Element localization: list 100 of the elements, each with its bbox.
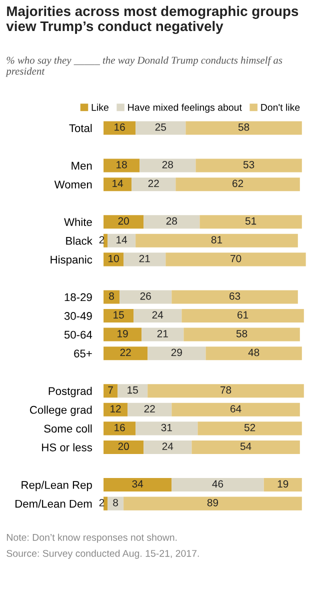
data-label: 26: [140, 292, 151, 300]
data-label: 20: [118, 442, 129, 450]
bar: [104, 422, 136, 436]
data-label: 28: [162, 160, 173, 168]
data-label: 58: [238, 123, 250, 131]
bar: [134, 309, 182, 323]
y-tick-label: Postgrad: [48, 386, 92, 398]
bar: [136, 234, 298, 248]
data-label: 34: [132, 480, 144, 488]
chart-subtitle: % who say they _____ the way Donald Trump conducts himself as president: [6, 56, 282, 77]
y-tick-label: Some coll: [44, 424, 92, 433]
data-label: 21: [139, 254, 150, 262]
bar: [104, 440, 144, 454]
data-label: 12: [110, 405, 121, 412]
data-label: 22: [148, 180, 159, 188]
data-label: 51: [245, 217, 256, 225]
y-tick-label: College grad: [30, 406, 92, 416]
bar: [186, 121, 302, 135]
data-label: 8: [113, 498, 118, 506]
data-label: 53: [243, 160, 254, 168]
bar: [182, 309, 304, 323]
data-label: 64: [230, 405, 242, 412]
data-label: 14: [116, 236, 128, 244]
y-tick-label: Hispanic: [50, 255, 92, 266]
y-tick-label: 18-29: [64, 293, 92, 302]
bar: [206, 346, 302, 360]
y-tick-label: Rep/Lean Rep: [22, 480, 92, 492]
data-label: 18: [116, 160, 127, 168]
bar: [176, 178, 300, 192]
data-label: 63: [230, 292, 240, 300]
bar: [120, 290, 172, 304]
data-label: 48: [248, 348, 260, 356]
bar: [136, 121, 186, 135]
bar: [140, 158, 196, 172]
data-label: 29: [171, 348, 182, 356]
bar: [184, 328, 300, 342]
data-label: 14: [112, 180, 124, 188]
bar: [108, 496, 124, 510]
data-label: 20: [118, 217, 129, 225]
y-tick-label: 65+: [74, 350, 92, 358]
data-label: 21: [157, 330, 168, 338]
bar: [104, 215, 144, 229]
data-label: 19: [118, 330, 128, 338]
bar: [148, 346, 206, 360]
bar: [172, 402, 300, 416]
bar: [166, 252, 306, 266]
data-label: 25: [155, 123, 166, 131]
bar: [172, 290, 298, 304]
legend-label: Don't like: [261, 104, 300, 111]
data-label: 16: [114, 123, 125, 131]
y-tick-label: White: [64, 218, 92, 226]
bar: [104, 346, 148, 360]
bar: [264, 478, 302, 492]
data-label: 62: [232, 180, 244, 188]
bar: [104, 478, 172, 492]
data-label: 22: [144, 405, 155, 412]
data-label: 58: [236, 330, 248, 338]
y-tick-label: Men: [72, 162, 92, 170]
data-label: 70: [230, 254, 242, 262]
data-label: 52: [244, 424, 256, 432]
data-label: 81: [211, 236, 222, 244]
data-label: 19: [278, 480, 288, 488]
data-label: 15: [114, 311, 124, 319]
source-note: Source: Survey conducted Aug. 15-21, 2017.: [6, 550, 199, 559]
bar: [104, 178, 132, 192]
y-tick-label: Total: [69, 124, 92, 132]
bar: [142, 328, 184, 342]
bar: [136, 422, 198, 436]
y-tick-label: HS or less: [42, 443, 92, 452]
bar: [144, 440, 192, 454]
data-label: 10: [108, 254, 119, 262]
data-label: 22: [120, 348, 131, 356]
bar: [104, 328, 142, 342]
bar: [148, 384, 304, 398]
bar: [104, 290, 120, 304]
data-label: 24: [152, 311, 164, 318]
chart-title: Majorities across most demographic groups view Trump’s conduct negatively: [6, 6, 298, 34]
bar: [104, 384, 118, 398]
data-label: 54: [240, 442, 252, 450]
bar: [144, 215, 200, 229]
bar: [200, 215, 302, 229]
data-label: 24: [162, 442, 174, 450]
data-label: 46: [212, 480, 224, 488]
text: Note: Don’t know responses not shown.: [6, 534, 177, 543]
bar: [124, 496, 302, 510]
bar: [172, 478, 264, 492]
y-tick-label: Black: [66, 236, 92, 245]
bar: [132, 178, 176, 192]
data-label: 16: [114, 424, 125, 432]
data-label: 31: [161, 424, 172, 432]
y-tick-label: 30-49: [64, 312, 92, 320]
data-label: 8: [109, 292, 114, 300]
y-tick-label: Dem/Lean Dem: [16, 500, 92, 508]
data-label: 78: [220, 386, 232, 394]
data-label: 28: [166, 217, 177, 225]
bar: [108, 234, 136, 248]
bar: [104, 309, 134, 323]
bar: [124, 252, 166, 266]
legend-label: Like: [92, 104, 108, 111]
y-tick-label: Women: [54, 180, 92, 188]
